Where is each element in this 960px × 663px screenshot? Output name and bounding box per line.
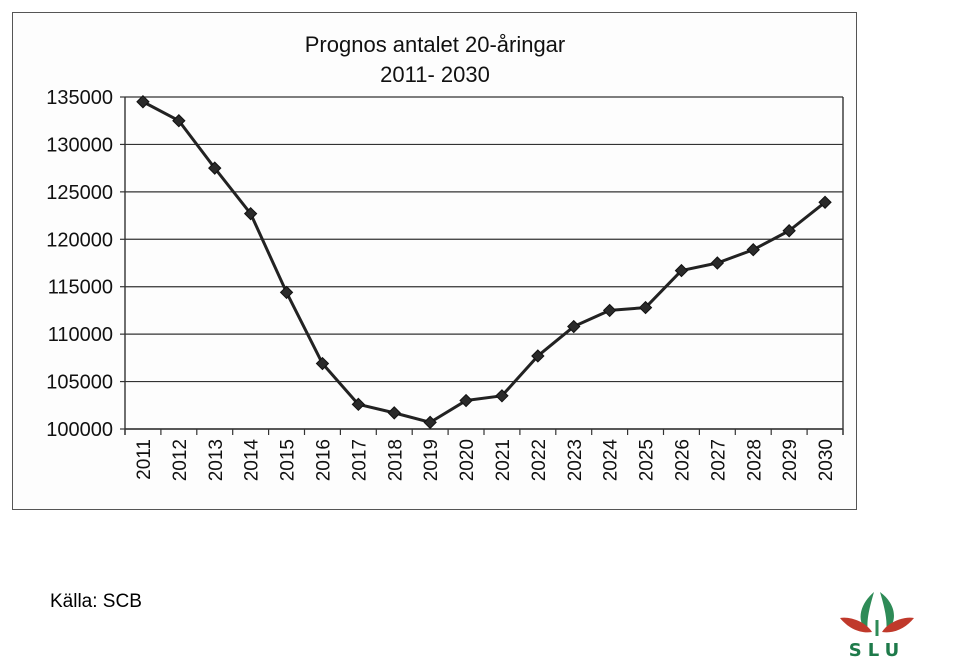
logo-text: SLU [849, 640, 905, 660]
logo-stem [875, 620, 879, 636]
y-tick-label: 100000 [46, 419, 113, 441]
grid-lines [120, 96, 844, 435]
x-tick-label: 2025 [637, 439, 658, 481]
x-tick-label: 2022 [529, 439, 550, 481]
data-point [567, 319, 581, 334]
x-tick-label: 2029 [780, 439, 801, 481]
y-axis-ticks: 100000 105000 110000 115000 120000 125000 1300… [46, 87, 113, 441]
x-tick-label: 2011 [134, 439, 155, 480]
data-point [459, 393, 473, 408]
logo-leaf-left-red [840, 617, 872, 633]
chart: Prognos antalet 20-åringar 2011- 2030 10… [46, 32, 844, 482]
x-tick-label: 2018 [385, 439, 406, 481]
x-tick-label: 2017 [349, 439, 370, 481]
logo-leaf-right-red [882, 617, 914, 633]
data-point [351, 397, 366, 412]
data-point [531, 349, 545, 363]
data-point [279, 285, 294, 300]
data-point [710, 256, 725, 270]
slu-logo: SLU [840, 592, 914, 660]
chart-title: Prognos antalet 20-åringar [305, 32, 566, 57]
y-tick-label: 110000 [48, 324, 113, 346]
x-tick-label: 2021 [493, 439, 514, 481]
data-point [674, 263, 689, 278]
data-point [208, 161, 222, 175]
chart-subtitle: 2011- 2030 [380, 62, 490, 87]
logo-leaf-right [880, 592, 894, 632]
x-tick-label: 2023 [565, 439, 586, 481]
x-tick-label: 2012 [170, 439, 191, 481]
x-tick-label: 2015 [278, 439, 299, 481]
y-tick-label: 125000 [46, 182, 113, 204]
data-point [172, 114, 186, 128]
data-point [315, 356, 330, 371]
x-tick-label: 2028 [744, 439, 765, 481]
data-point [818, 195, 832, 209]
y-tick-label: 120000 [46, 229, 113, 251]
y-tick-label: 105000 [46, 372, 113, 394]
data-point [782, 224, 796, 238]
x-tick-label: 2016 [313, 439, 334, 481]
data-point [495, 389, 509, 403]
data-point [602, 303, 617, 318]
data-point [423, 415, 437, 430]
data-point [243, 206, 258, 221]
data-point [746, 243, 760, 257]
x-tick-label: 2020 [457, 439, 478, 481]
logo-leaf-left [860, 592, 874, 632]
y-tick-label: 115000 [48, 277, 113, 299]
x-tick-label: 2027 [708, 439, 729, 481]
x-tick-label: 2013 [206, 439, 227, 481]
data-point [136, 95, 150, 109]
x-tick-label: 2024 [601, 439, 622, 482]
x-tick-label: 2026 [672, 439, 693, 481]
data-point [387, 406, 401, 420]
y-tick-label: 135000 [46, 87, 113, 109]
y-tick-label: 130000 [46, 134, 113, 156]
series-polyline [142, 100, 826, 424]
source-note: Källa: SCB [50, 591, 142, 612]
x-tick-label: 2019 [421, 439, 442, 481]
x-tick-label: 2030 [816, 439, 837, 481]
series-line [136, 95, 832, 430]
data-point [638, 300, 653, 315]
x-axis-ticks: 2011 2012 2013 2014 2015 2016 2017 2018 2019 2020… [134, 439, 837, 482]
x-tick-label: 2014 [242, 439, 263, 482]
